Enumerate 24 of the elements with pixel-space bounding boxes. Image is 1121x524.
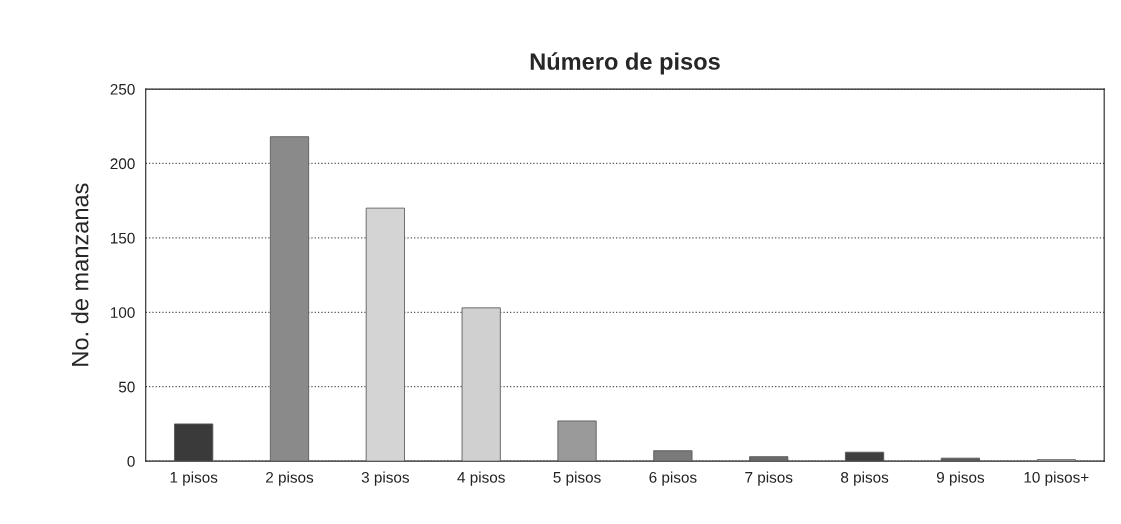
x-tick-label: 8 pisos bbox=[841, 471, 889, 486]
x-tick-label: 2 pisos bbox=[266, 471, 314, 486]
y-tick-label: 50 bbox=[118, 381, 135, 393]
bar bbox=[844, 451, 885, 462]
y-tick-label: 150 bbox=[110, 232, 135, 244]
bar bbox=[749, 456, 789, 462]
chart-title: Número de pisos bbox=[530, 52, 720, 75]
y-tick-label: 250 bbox=[110, 83, 135, 95]
bar bbox=[653, 450, 693, 462]
x-tick-label: 1 pisos bbox=[170, 471, 218, 486]
x-tick-label: 6 pisos bbox=[649, 471, 697, 486]
bar bbox=[557, 420, 597, 462]
y-tick-label: 100 bbox=[110, 307, 135, 318]
x-tick-label: 5 pisos bbox=[553, 471, 601, 486]
x-tick-label: 9 pisos bbox=[936, 471, 985, 486]
x-tick-label: 4 pisos bbox=[457, 471, 505, 486]
bar bbox=[940, 457, 981, 462]
y-axis-title: No. de manzanas bbox=[71, 183, 89, 366]
bar bbox=[174, 423, 214, 462]
y-tick-label: 200 bbox=[110, 158, 135, 170]
x-tick-label: 3 pisos bbox=[361, 471, 409, 486]
x-tick-label: 10 pisos+ bbox=[1024, 471, 1089, 486]
x-tick-label: 7 pisos bbox=[745, 471, 793, 486]
y-tick-label: 0 bbox=[127, 455, 135, 467]
